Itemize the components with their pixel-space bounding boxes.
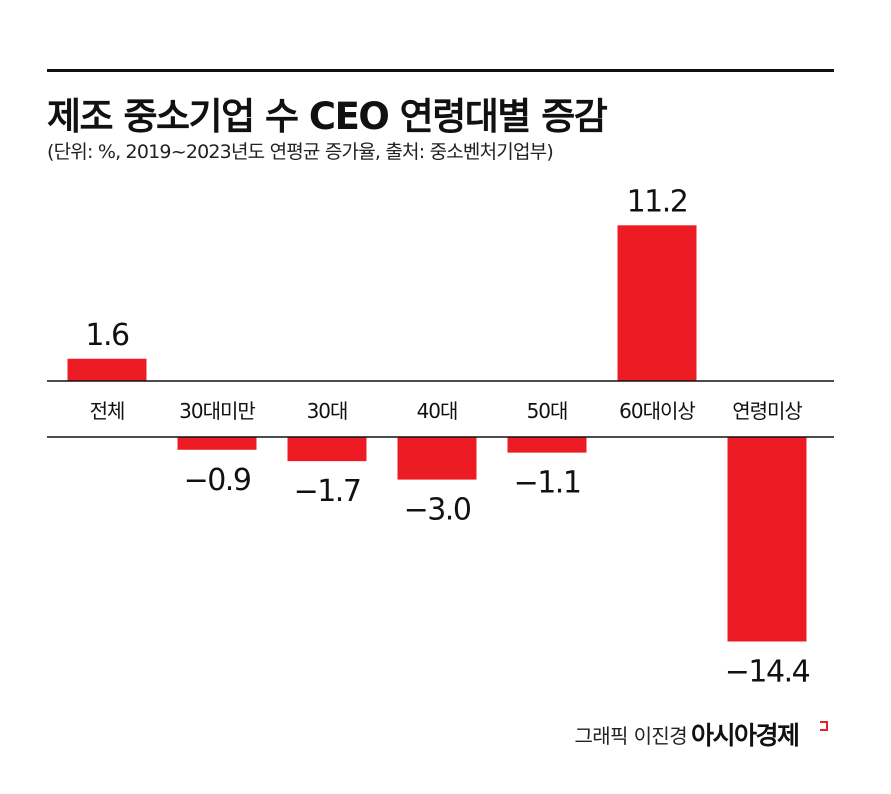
bar <box>287 437 367 462</box>
bar <box>67 358 147 381</box>
value-label: −14.4 <box>725 654 810 689</box>
category-label: 50대 <box>527 399 568 423</box>
category-label: 40대 <box>417 399 458 423</box>
value-label: −0.9 <box>184 463 251 498</box>
bar <box>397 437 477 480</box>
bar <box>727 437 807 642</box>
category-label: 60대이상 <box>619 399 695 423</box>
category-label: 연령미상 <box>732 399 802 423</box>
category-label: 30대미만 <box>179 399 255 423</box>
brand-mark-icon <box>820 721 828 731</box>
category-label: 전체 <box>90 399 125 423</box>
bar <box>177 437 257 450</box>
value-label: −1.1 <box>514 466 581 501</box>
category-label: 30대 <box>307 399 348 423</box>
bar <box>507 437 587 453</box>
value-label: 11.2 <box>627 184 688 219</box>
value-label: 1.6 <box>85 318 129 353</box>
chart-subtitle: (단위: %, 2019~2023년도 연평균 증가율, 출처: 중소벤처기업부… <box>47 141 554 163</box>
chart-title: 제조 중소기업 수 CEO 연령대별 증감 <box>47 95 608 138</box>
value-label: −1.7 <box>294 474 361 509</box>
bar <box>617 225 697 381</box>
value-label: −3.0 <box>404 493 471 528</box>
graphic-credit: 그래픽 이진경 <box>574 724 687 748</box>
top-rule <box>47 69 834 72</box>
brand-logo: 아시아경제 <box>691 721 800 750</box>
